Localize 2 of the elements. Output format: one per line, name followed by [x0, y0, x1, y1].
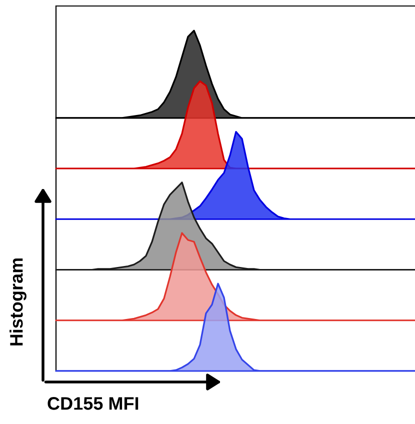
y-axis-title: Histogram [10, 258, 26, 346]
x-axis-title: CD155 MFI [48, 397, 138, 410]
